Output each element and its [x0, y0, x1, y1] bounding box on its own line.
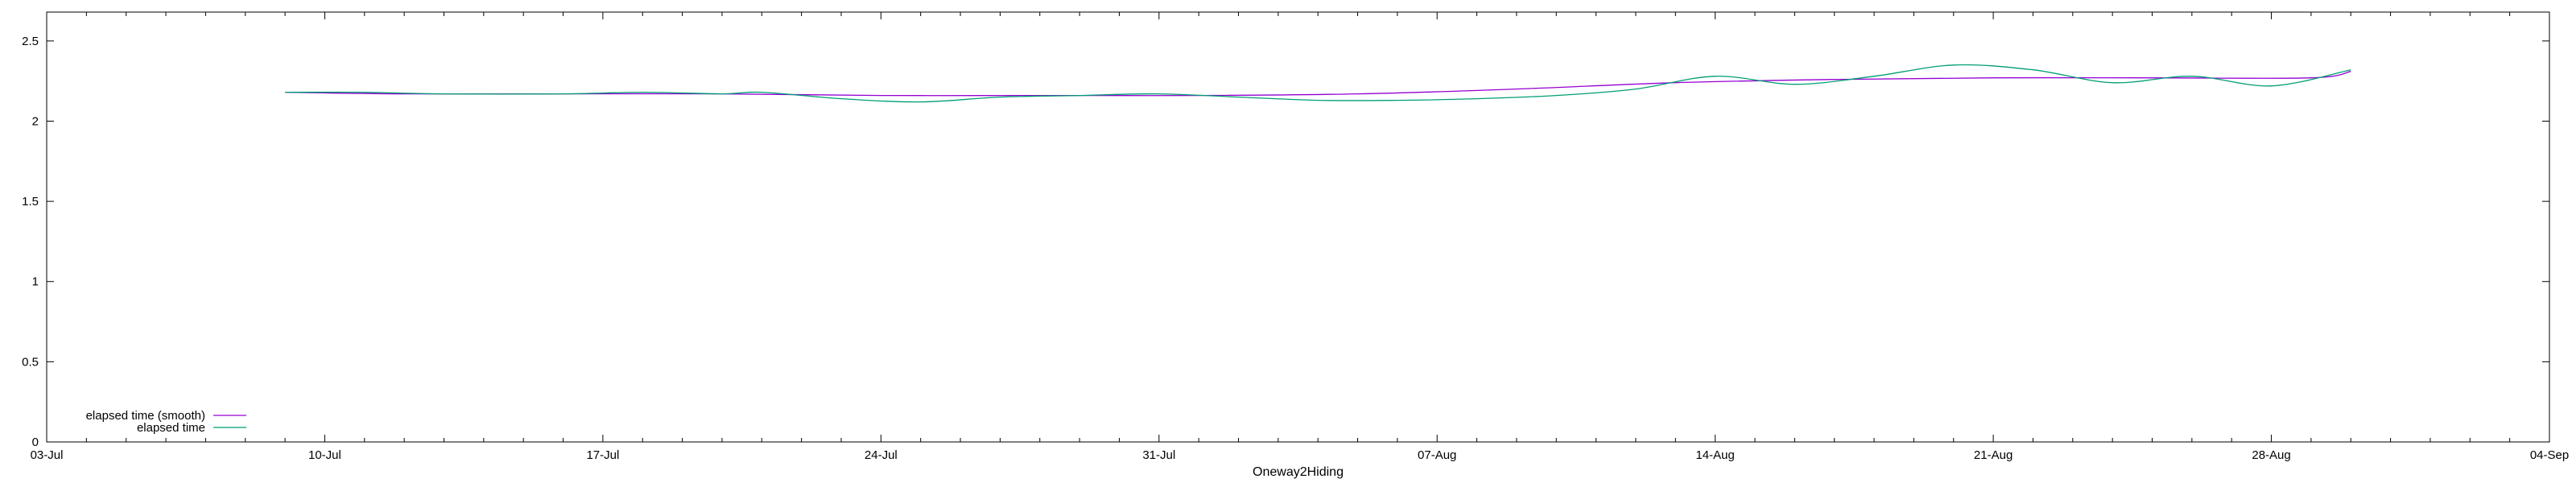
y-axis-ticks: 0 0.5 1 1.5 2 2.5 [22, 35, 2549, 449]
plot-frame [46, 11, 2550, 443]
y-tick-label: 2 [32, 114, 39, 128]
x-tick-label: 24-Jul [865, 448, 898, 462]
x-axis-title: Oneway2Hiding [1253, 465, 1344, 479]
y-tick-label: 0.5 [22, 355, 39, 369]
series-line-1 [285, 71, 2351, 97]
y-tick-label: 0 [32, 436, 39, 449]
legend: elapsed time (smooth)elapsed time [86, 409, 246, 435]
series-line-2 [285, 64, 2351, 103]
series-lines [285, 64, 2351, 103]
y-tick-label: 1 [32, 275, 39, 289]
x-tick-label: 10-Jul [308, 448, 341, 462]
x-tick-label: 21-Aug [1974, 448, 2013, 462]
x-tick-label: 14-Aug [1695, 448, 1734, 462]
x-tick-label: 07-Aug [1418, 448, 1456, 462]
y-tick-label: 1.5 [22, 195, 39, 208]
x-tick-label: 03-Jul [31, 448, 64, 462]
legend-label: elapsed time (smooth) [86, 409, 205, 423]
plot-border [46, 11, 2550, 443]
legend-label: elapsed time [137, 421, 205, 435]
y-tick-label: 2.5 [22, 35, 39, 48]
x-tick-label: 17-Jul [586, 448, 619, 462]
x-tick-label: 28-Aug [2252, 448, 2290, 462]
x-axis-ticks: 03-Jul 10-Jul 17-Jul 24-Jul 31-Jul 07-Aug 14-A… [31, 12, 2569, 462]
x-tick-label: 04-Sep [2530, 448, 2569, 462]
x-tick-label: 31-Jul [1142, 448, 1175, 462]
